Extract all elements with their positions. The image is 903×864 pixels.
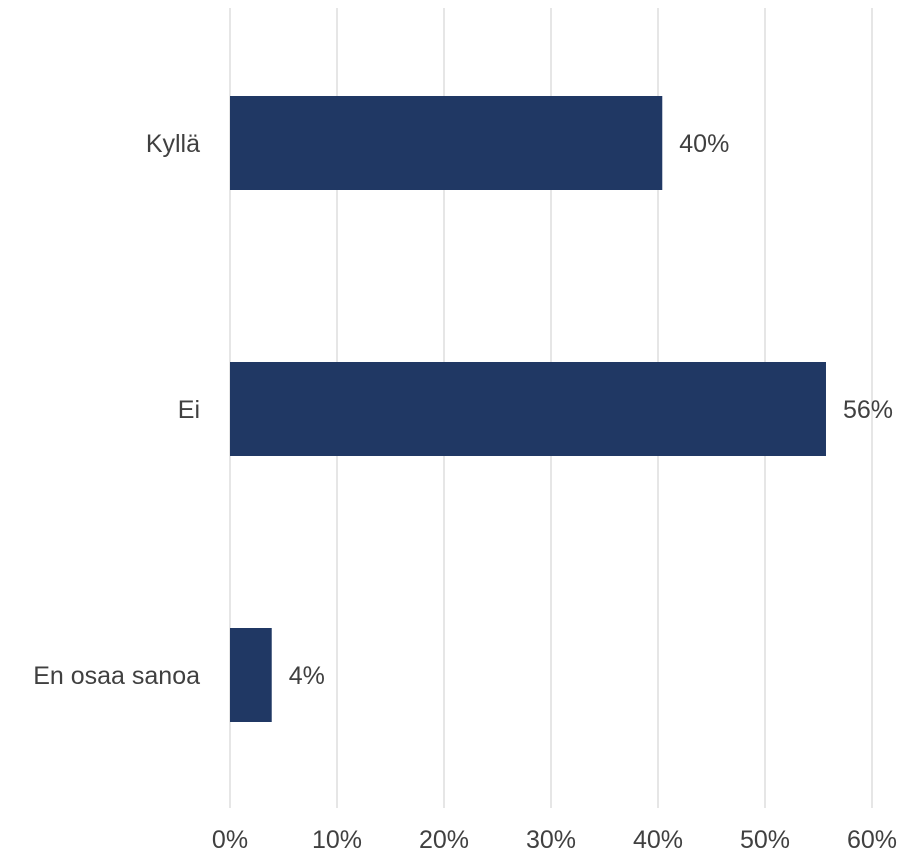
x-tick-label-0: 0%	[212, 826, 248, 854]
x-tick-label-60: 60%	[847, 826, 897, 854]
x-axis-tick-labels: 0% 10% 20% 30% 40% 50% 60%	[212, 826, 897, 854]
x-tick-label-20: 20%	[419, 826, 469, 854]
value-label-kyllä: 40%	[679, 130, 729, 158]
bar-en-osaa-sanoa	[230, 628, 272, 722]
x-tick-label-50: 50%	[740, 826, 790, 854]
bar-kyllä	[230, 96, 663, 190]
x-tick-label-10: 10%	[312, 826, 362, 854]
x-tick-label-30: 30%	[526, 826, 576, 854]
value-label-en-osaa-sanoa: 4%	[289, 662, 325, 690]
category-label-ei: Ei	[178, 396, 200, 424]
category-labels: Kyllä Ei En osaa sanoa	[33, 130, 200, 690]
value-label-ei: 56%	[843, 396, 893, 424]
category-label-en-osaa-sanoa: En osaa sanoa	[33, 662, 200, 690]
bars	[230, 96, 826, 722]
category-label-kyllä: Kyllä	[146, 130, 200, 158]
value-labels: 40% 56% 4%	[289, 130, 893, 690]
x-tick-label-40: 40%	[633, 826, 683, 854]
bar-ei	[230, 362, 826, 456]
